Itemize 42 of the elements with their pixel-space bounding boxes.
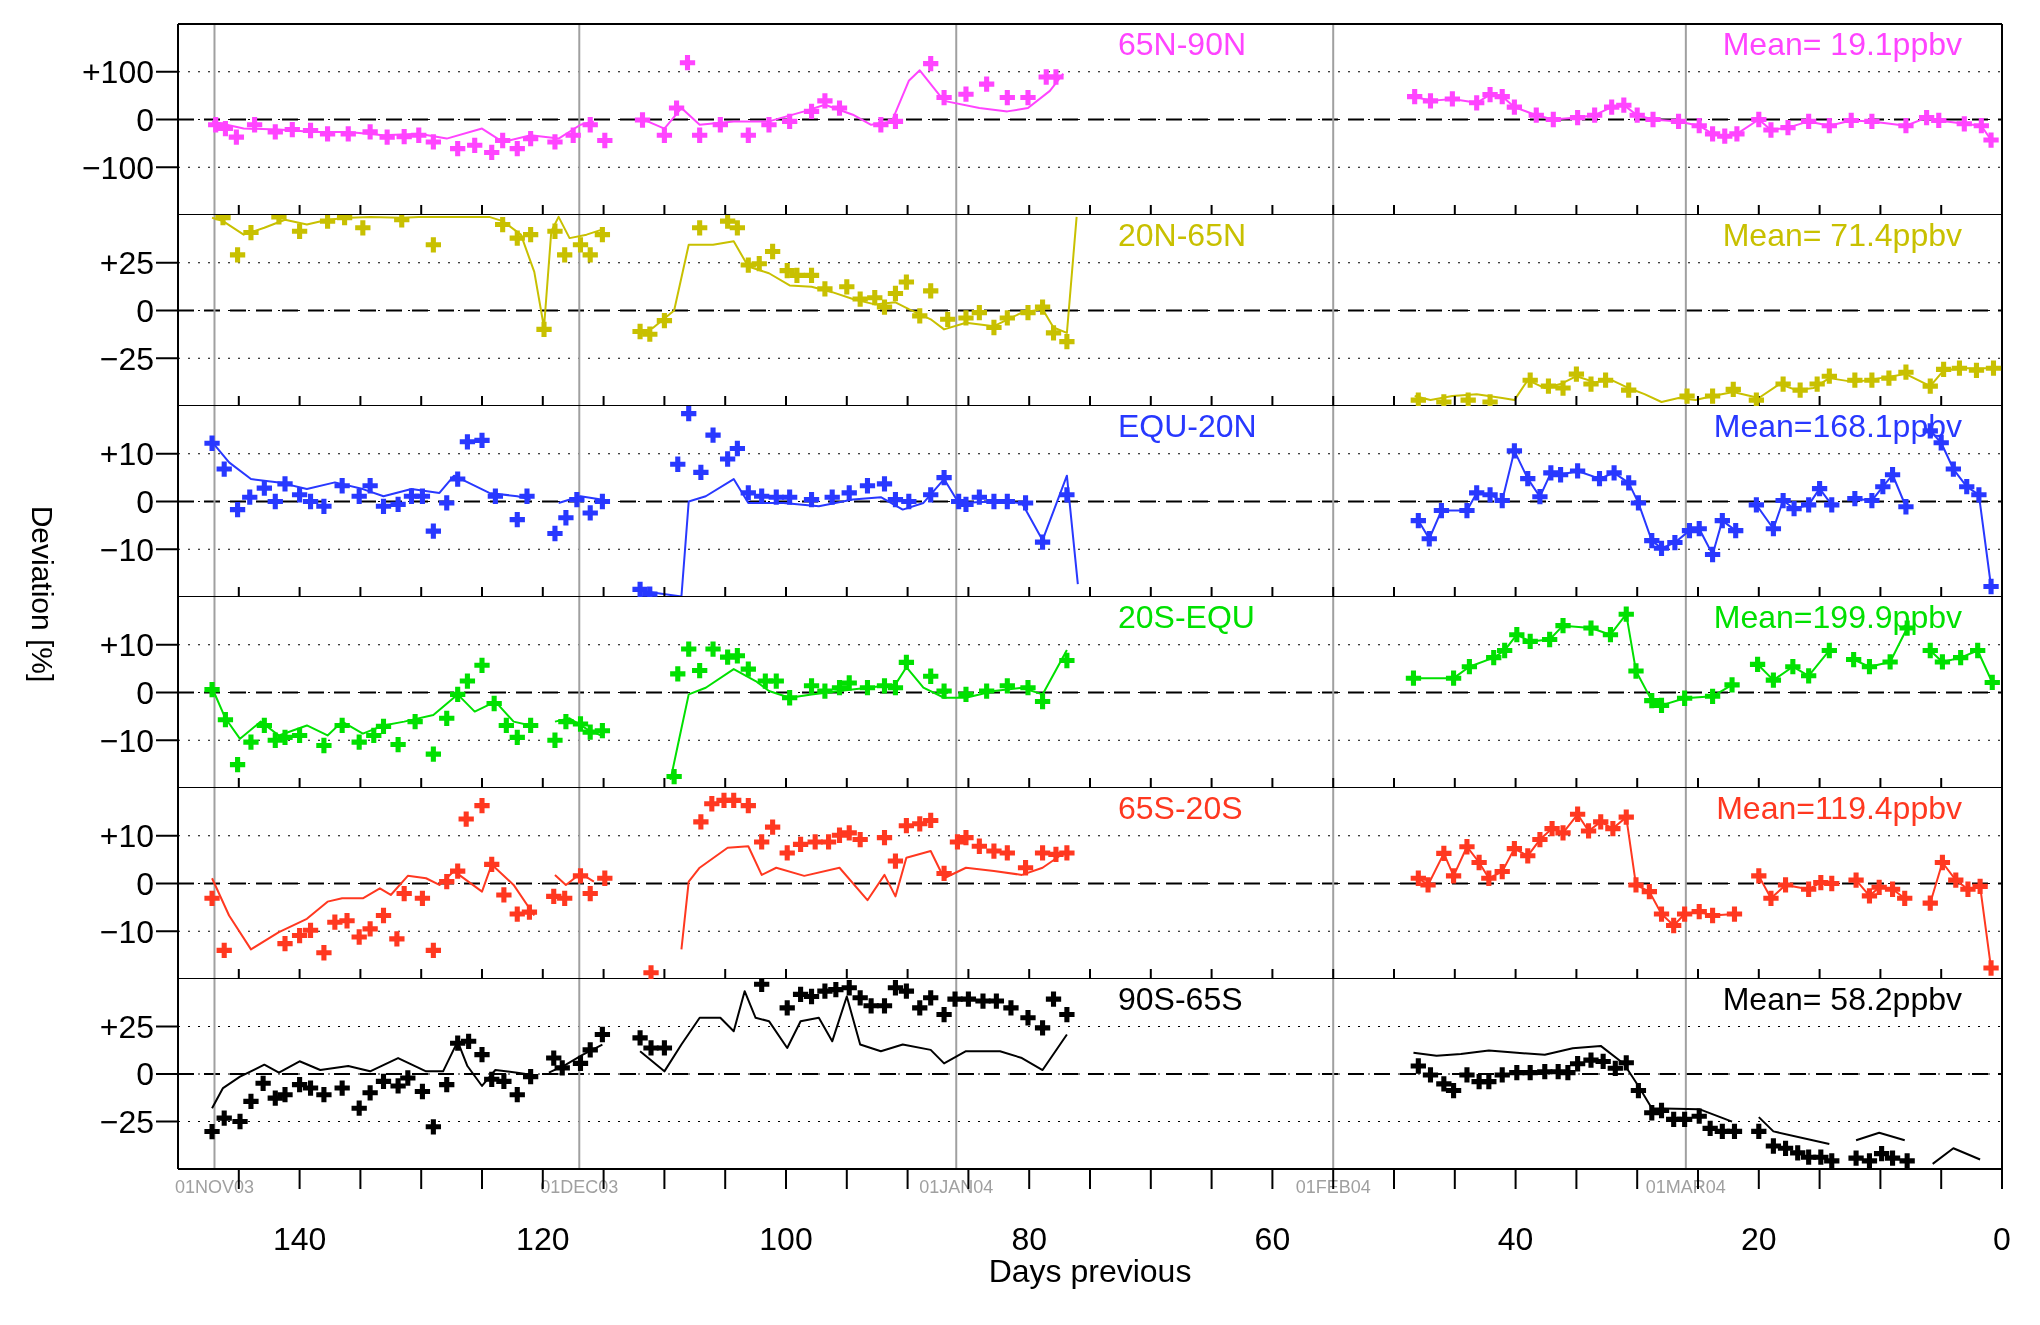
chart-title: 65S-20S [1118,790,1243,827]
y-tick-label: 0 [136,292,154,329]
x-tick-label: 120 [516,1220,570,1257]
x-tick-label: 60 [1254,1220,1291,1257]
ref-line-label: 01DEC03 [540,1177,619,1197]
y-tick-label: 0 [136,483,154,520]
y-tick-label: −10 [99,531,154,568]
annotation: Mean= 19.1ppbv [1722,26,1962,63]
annotation: Mean=199.9ppbv [1713,599,1962,636]
y-tick-label: −100 [81,149,154,186]
y-tick-label: 0 [136,101,154,138]
y-tick-label: +10 [99,436,154,473]
y-tick-label: 0 [136,1056,154,1093]
chart-title: 20N-65N [1118,217,1247,254]
y-tick-label: −25 [99,1103,154,1140]
x-tick-label: 100 [759,1220,813,1257]
chart-title: 65N-90N [1118,26,1247,63]
ref-line-label: 01FEB04 [1295,1177,1371,1197]
x-tick-label: 140 [272,1220,327,1257]
y-tick-label: −10 [99,913,154,950]
y-tick-label: +25 [99,245,154,282]
y-tick-label: 0 [136,865,154,902]
annotation: Mean=119.4ppbv [1716,790,1962,827]
annotation: Mean= 58.2ppbv [1722,981,1962,1018]
chart-title: 90S-65S [1118,981,1243,1018]
y-tick-label: −25 [99,340,154,377]
y-tick-label: +10 [99,818,154,855]
y-tick-label: −10 [99,722,154,759]
x-tick-label: 0 [1993,1220,2011,1257]
y-tick-label: +25 [99,1008,154,1045]
annotation: Mean= 71.4ppbv [1722,217,1962,254]
y-axis-title: Deviation [%] [25,505,59,683]
ref-line-label: 01NOV03 [174,1177,255,1197]
y-tick-label: +10 [99,627,154,664]
y-tick-label: 0 [136,674,154,711]
ref-line-label: 01JAN04 [919,1177,994,1197]
chart-title: 20S-EQU [1118,599,1255,636]
chart-title: EQU-20N [1118,408,1257,445]
y-tick-label: +100 [81,54,154,91]
x-tick-label: 40 [1497,1220,1534,1257]
x-tick-label: 20 [1741,1220,1777,1257]
ref-line-label: 01MAR04 [1645,1177,1726,1197]
